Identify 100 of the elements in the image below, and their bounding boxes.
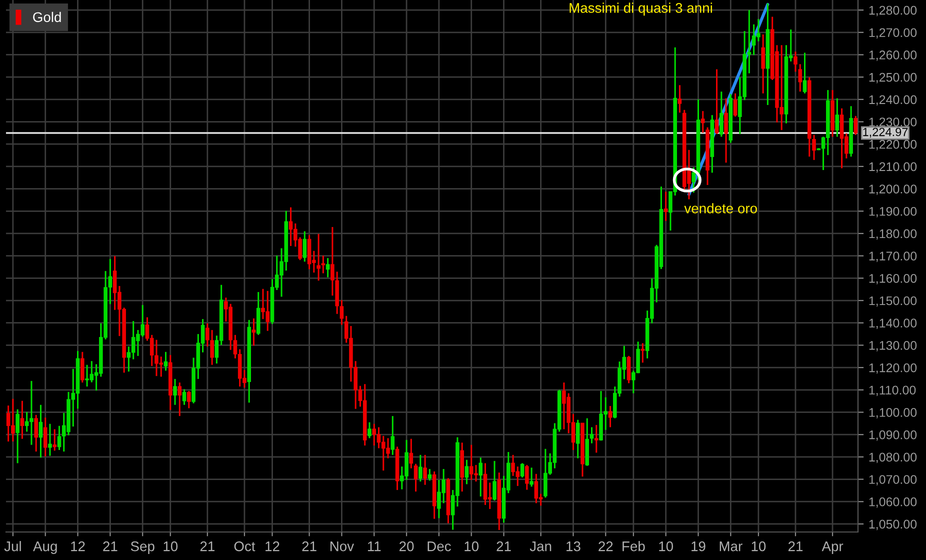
- candlestick: [608, 405, 612, 428]
- candlestick: [854, 115, 858, 136]
- y-tick-label: 1,180.00: [869, 229, 917, 240]
- candlestick: [835, 98, 840, 138]
- y-tick-label: 1,190.00: [869, 206, 917, 218]
- y-tick-label: 1,240.00: [869, 95, 917, 106]
- candlestick: [428, 468, 432, 482]
- y-tick-label: 1,160.00: [869, 274, 917, 284]
- candlestick: [164, 351, 168, 372]
- candlestick: [590, 426, 594, 444]
- x-tick-label: 10: [164, 541, 178, 552]
- candlestick: [640, 342, 645, 364]
- y-tick-label: 1,130.00: [869, 341, 917, 352]
- candlestick: [720, 90, 724, 138]
- y-tick-label: 1,280.00: [869, 6, 917, 16]
- candlestick: [52, 428, 57, 452]
- x-tick-label: Sep: [130, 541, 154, 554]
- candlestick: [492, 460, 496, 502]
- x-tick-label: 21: [302, 541, 316, 552]
- candlestick: [372, 423, 376, 446]
- y-tick-label: 1,170.00: [869, 252, 917, 262]
- candlestick: [390, 415, 395, 456]
- x-tick-label: Jul: [4, 541, 21, 552]
- x-tick-label: Mar: [720, 542, 742, 552]
- x-tick-label: Nov: [330, 542, 354, 552]
- x-tick-label: 10: [464, 541, 479, 552]
- y-tick-label: 1,220.00: [869, 140, 917, 150]
- y-tick-label: 1,110.00: [869, 386, 916, 396]
- y-tick-label: 1,200.00: [869, 184, 917, 195]
- candlestick: [594, 424, 598, 454]
- y-tick-label: 1,060.00: [869, 497, 917, 508]
- candlestick: [692, 166, 696, 194]
- candlestick: [48, 423, 52, 457]
- candlestick: [423, 454, 427, 486]
- x-tick-label: 21: [103, 541, 118, 552]
- candlestick: [414, 463, 418, 492]
- candlestick: [182, 388, 186, 406]
- x-tick-label: 12: [266, 541, 280, 552]
- candlestick: [678, 84, 682, 114]
- y-tick-label: 1,210.00: [869, 162, 917, 173]
- x-tick-label: Jan: [530, 542, 552, 552]
- y-tick-label: 1,050.00: [869, 520, 917, 530]
- x-tick-label: 19: [692, 541, 706, 552]
- candlestick: [714, 68, 719, 135]
- candlestick: [302, 230, 307, 262]
- x-tick-label: 22: [598, 541, 613, 552]
- candlestick: [409, 438, 414, 470]
- x-tick-label: 10: [659, 541, 674, 552]
- candlestick: [530, 466, 534, 488]
- y-tick-label: 1,080.00: [869, 452, 917, 464]
- candlestick: [700, 110, 705, 134]
- candlestick: [724, 98, 728, 164]
- y-tick-label: 1,070.00: [869, 475, 917, 486]
- y-tick-label: 1,100.00: [869, 408, 917, 418]
- candlestick: [576, 419, 580, 460]
- candlestick: [80, 351, 84, 384]
- candlestick: [20, 400, 24, 440]
- candlestick: [187, 390, 191, 409]
- candlestick: [252, 318, 256, 346]
- ref-line-label: 1,224.97: [863, 128, 908, 138]
- legend-label: Gold: [33, 12, 61, 22]
- candlestick: [761, 34, 765, 94]
- candlestick: [16, 408, 20, 464]
- candlestick: [43, 416, 48, 458]
- x-tick-label: 11: [368, 542, 381, 552]
- x-tick-label: Feb: [622, 541, 645, 552]
- candlestick: [326, 257, 330, 278]
- x-tick-label: 20: [400, 541, 414, 552]
- candlestick: [802, 52, 807, 94]
- y-tick-label: 1,090.00: [869, 430, 917, 441]
- candlestick: [525, 464, 529, 491]
- x-tick-label: 21: [200, 541, 214, 552]
- candlestick: [520, 462, 524, 478]
- x-tick-label: Apr: [822, 542, 844, 554]
- y-tick-label: 1,140.00: [869, 318, 917, 329]
- x-tick-label: 21: [788, 541, 803, 552]
- candlestick: [418, 454, 422, 482]
- candlestick: [321, 254, 326, 274]
- y-tick-label: 1,260.00: [869, 50, 917, 61]
- candlestick: [534, 473, 538, 504]
- annotation: Massimi di quasi 3 anni: [570, 2, 712, 16]
- candlestick: [173, 378, 177, 406]
- x-tick-label: 13: [566, 541, 580, 552]
- x-tick-label: Dec: [428, 542, 451, 552]
- x-tick-label: 21: [496, 541, 511, 552]
- candlestick: [178, 382, 182, 417]
- x-tick-label: 10: [752, 541, 766, 552]
- candlestick: [368, 422, 372, 439]
- x-tick-label: 12: [71, 541, 85, 552]
- y-tick-label: 1,120.00: [869, 363, 917, 374]
- y-tick-label: 1,270.00: [869, 28, 917, 39]
- annotation: vendete oro: [684, 203, 757, 214]
- y-tick-label: 1,150.00: [869, 296, 917, 307]
- candlestick: [664, 190, 668, 222]
- candlestick: [733, 92, 738, 118]
- y-tick-label: 1,230.00: [869, 118, 917, 128]
- candlestick: [34, 414, 38, 452]
- x-tick-label: Oct: [234, 541, 256, 552]
- y-tick-label: 1,250.00: [869, 72, 917, 84]
- x-tick-label: Aug: [33, 542, 57, 554]
